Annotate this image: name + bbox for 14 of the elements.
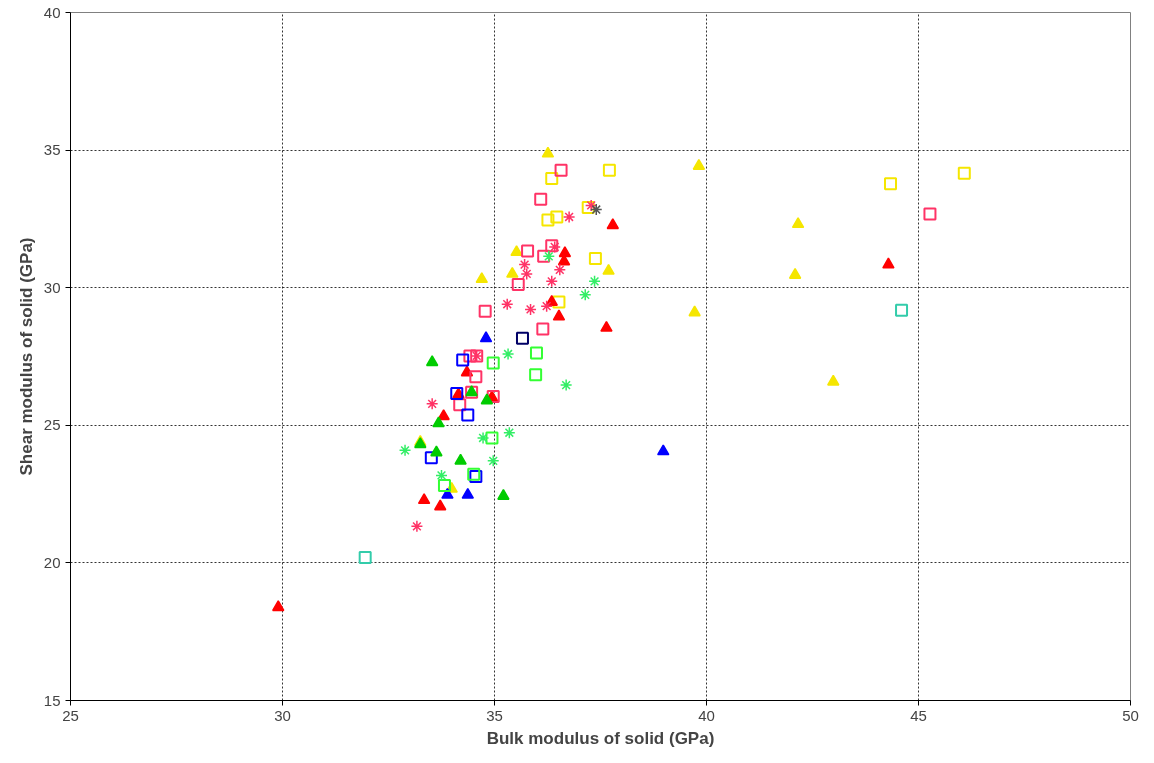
x-tick-label: 50 <box>1122 706 1139 724</box>
x-tick-label: 45 <box>910 706 927 724</box>
x-axis-title: Bulk modulus of solid (GPa) <box>486 728 715 748</box>
x-tick-label: 30 <box>274 706 291 724</box>
y-tick-label: 15 <box>43 691 61 709</box>
y-tick-label: 30 <box>43 278 61 296</box>
y-tick-label: 20 <box>43 553 61 571</box>
y-tick-label: 35 <box>43 141 61 159</box>
y-tick-label: 40 <box>43 3 61 21</box>
x-tick-label: 40 <box>698 706 715 724</box>
y-tick-label: 25 <box>43 416 61 434</box>
x-tick-label: 25 <box>62 706 79 724</box>
x-tick-label: 35 <box>486 706 503 724</box>
y-axis-title: Shear modulus of solid (GPa) <box>16 237 36 476</box>
